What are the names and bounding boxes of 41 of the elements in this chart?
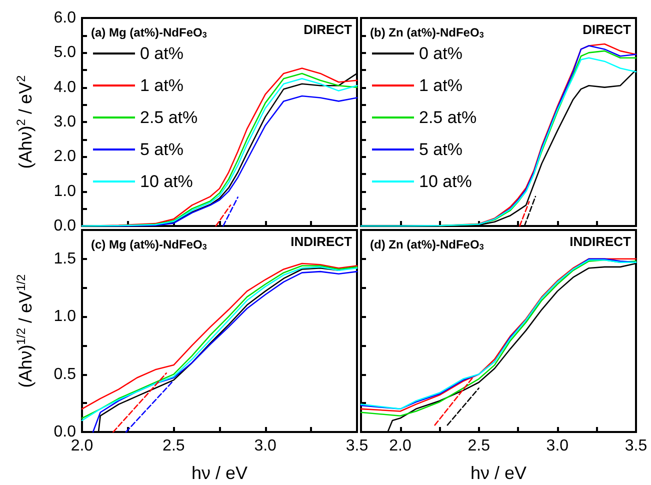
text: (b) Zn (at%)-NdFeO3 [370,26,484,40]
legend-label: 0 at% [140,44,184,63]
x-tick-label: 2.5 [468,438,490,454]
legend-label: 0 at% [419,44,462,63]
annotation: DIRECT [582,22,632,37]
y-tick-label: 2.0 [54,148,76,166]
x-tick-label: 2.0 [70,438,94,454]
y-tick-label: 1.5 [54,250,76,268]
legend-label: 10 at% [140,172,193,191]
x-tick-label: 3.0 [254,438,277,454]
x-tick-label: 2.0 [389,438,412,454]
y-tick-label: 4.0 [54,78,76,96]
legend-label: 2.5 at% [140,108,198,127]
legend-label: 10 at% [419,172,472,191]
text: (d) Zn (at%)-NdFeO3 [370,238,484,252]
annotation: INDIRECT [570,234,632,249]
x-tick-label: 3.0 [546,438,569,454]
y-tick-label: 6.0 [54,10,76,26]
x-tick-label: 3.5 [624,438,648,454]
y-tick-label: 0.0 [54,218,76,234]
y-axis-title: (Ahν)2 / eV2 [14,74,36,169]
y-tick-label: 1.0 [54,308,76,326]
y-tick-label: 5.0 [54,44,76,62]
y-tick-label: 0.0 [54,424,76,440]
legend-label: 2.5 at% [419,108,477,127]
legend-label: 5 at% [419,140,462,159]
x-axis-title: hν / eV [191,463,248,483]
annotation: INDIRECT [290,234,352,249]
x-tick-label: 2.5 [162,438,185,454]
y-tick-label: 3.0 [54,114,76,130]
text: (c) Mg (at%)-NdFeO3 [91,238,208,252]
text: (a) Mg (at%)-NdFeO3 [91,26,208,40]
y-tick-label: 0.5 [54,366,76,383]
x-tick-label: 3.5 [346,438,368,454]
y-axis-title: (Ahν)1/2 / eV1/2 [14,274,36,388]
x-axis-title: hν / eV [470,463,527,483]
y-tick-label: 1.0 [54,182,76,200]
legend-label: 1 at% [419,76,462,95]
legend-label: 1 at% [140,76,184,95]
legend-label: 5 at% [140,140,184,159]
annotation: DIRECT [304,22,352,37]
